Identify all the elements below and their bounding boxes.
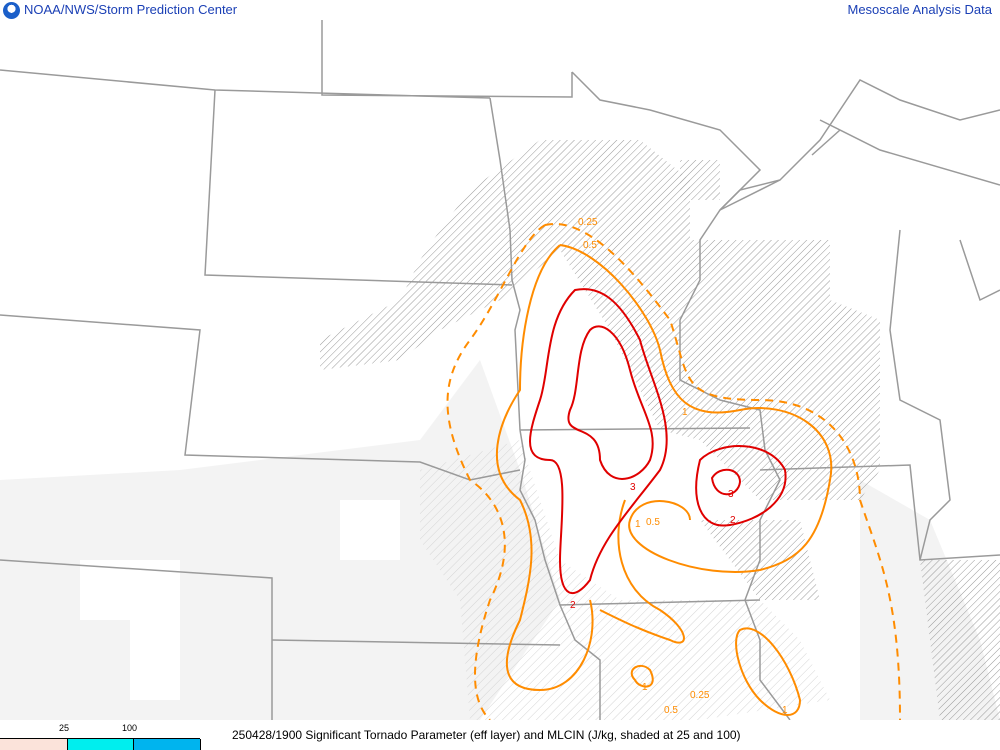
legend-top-rule [0,738,200,739]
contour-label: 0.5 [646,517,660,528]
contour-label: 0.5 [583,240,597,251]
contour-label: 1 [682,407,688,418]
product-title: Mesoscale Analysis Data [847,2,992,17]
mesoscale-map: 0.25 0.5 1 0.5 1 2 3 3 2 1 0.25 0.5 1 [0,20,1000,720]
contour-1 [599,499,802,716]
contour-3b [710,468,742,496]
contour-label: 1 [642,682,648,693]
contour-labels: 0.25 0.5 1 0.5 1 2 3 3 2 1 0.25 0.5 1 [570,217,788,716]
legend-swatch-25 [67,739,134,750]
contour-2 [529,288,668,595]
legend-swatch-100 [133,739,201,750]
footer: 25 100 250428/1900 Significant Tornado P… [0,720,1000,750]
noaa-logo [3,2,20,19]
contour-2b [695,445,787,527]
contour-1b [630,664,654,688]
product-caption: 250428/1900 Significant Tornado Paramete… [232,728,741,742]
contour-label: 2 [570,600,576,611]
contour-label: 3 [630,482,636,493]
legend-tick: 100 [122,723,138,733]
contour-label: 1 [782,705,788,716]
contour-0.25 [446,222,901,720]
legend-tick: 25 [59,723,70,733]
state-borders [0,20,1000,720]
page-title: NOAA/NWS/Storm Prediction Center [24,2,238,17]
contour-label: 2 [730,515,736,526]
stp-contours [446,222,901,720]
contour-3 [567,325,654,480]
contour-label: 0.25 [690,690,710,701]
legend-swatch-low [0,739,67,750]
contour-label: 0.5 [664,705,678,716]
contour-label: 1 [635,519,641,530]
contour-label: 0.25 [578,217,598,228]
contour-0.5 [495,244,833,692]
contour-label: 3 [728,489,734,500]
